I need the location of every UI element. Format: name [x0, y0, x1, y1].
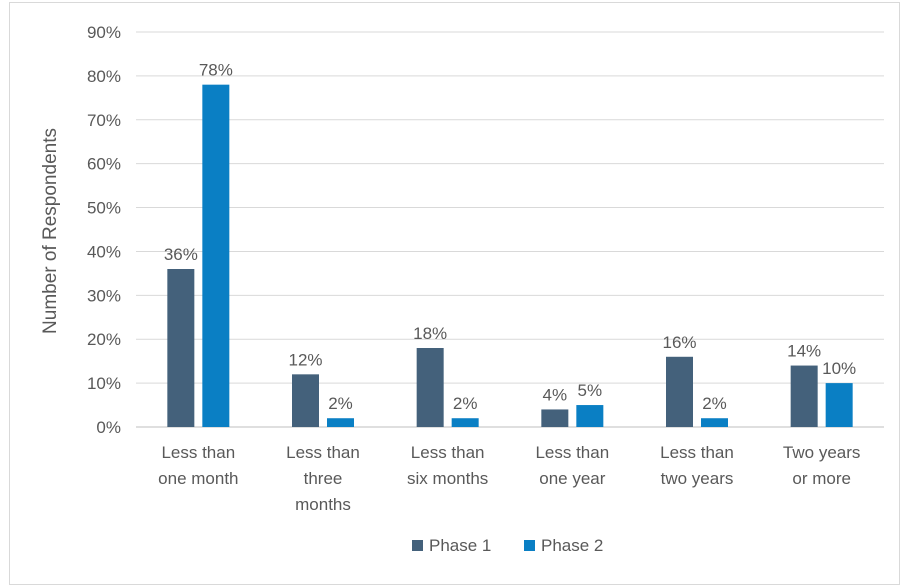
data-label: 18% [413, 324, 447, 343]
data-label: 14% [787, 342, 821, 361]
y-axis-title: Number of Respondents [40, 128, 61, 334]
y-tick-label: 20% [87, 330, 121, 349]
category-label: six months [407, 469, 488, 488]
bar-phase-2 [327, 418, 354, 427]
category-labels: Less than one month Less than three months Le… [158, 443, 860, 514]
data-label: 5% [578, 381, 603, 400]
y-tick-label: 60% [87, 155, 121, 174]
category-label: or more [792, 469, 851, 488]
chart-frame [9, 2, 900, 585]
bar-phase-2 [576, 405, 604, 427]
legend-label: Phase 1 [429, 536, 491, 555]
category-label: Two years [783, 443, 860, 462]
y-tick-label: 80% [87, 67, 121, 86]
data-label: 78% [199, 61, 233, 80]
bars [167, 84, 853, 428]
bar-phase-1 [541, 409, 569, 427]
legend-swatch [524, 540, 535, 551]
y-tick-label: 0% [96, 418, 121, 437]
bar-phase-1 [292, 374, 319, 427]
data-label: 4% [543, 385, 568, 404]
data-label: 10% [822, 359, 856, 378]
category-label: Less than [535, 443, 609, 462]
bar-phase-1 [167, 269, 195, 427]
legend: Phase 1 Phase 2 [412, 536, 603, 555]
bar-phase-2 [202, 84, 230, 428]
data-label: 2% [702, 394, 727, 413]
bar-phase-1 [666, 356, 693, 427]
category-label: Less than [161, 443, 235, 462]
y-tick-label: 50% [87, 199, 121, 218]
bar-phase-2 [825, 383, 853, 427]
y-tick-label: 90% [87, 23, 121, 42]
category-label: one year [539, 469, 605, 488]
y-tick-label: 70% [87, 111, 121, 130]
data-label: 2% [328, 394, 353, 413]
category-label: Less than [286, 443, 360, 462]
data-label: 36% [164, 245, 198, 264]
category-label: Less than [411, 443, 485, 462]
y-tick-label: 40% [87, 242, 121, 261]
y-axis-ticks: 0% 10% 20% 30% 40% 50% 60% 70% 80% 90% [87, 23, 121, 437]
category-label: one month [158, 469, 238, 488]
bar-phase-2 [451, 418, 479, 427]
y-tick-label: 30% [87, 286, 121, 305]
category-label: Less than [660, 443, 734, 462]
legend-label: Phase 2 [541, 536, 603, 555]
data-label: 16% [662, 333, 696, 352]
category-label: two years [661, 469, 734, 488]
data-label: 2% [453, 394, 478, 413]
data-labels: 36% 78% 12% 2% 18% 2% 4% 5% 16% 2% 14%10% [164, 61, 856, 414]
category-label: months [295, 495, 351, 514]
y-tick-label: 10% [87, 374, 121, 393]
legend-swatch [412, 540, 423, 551]
bar-phase-2 [701, 418, 728, 427]
bar-phase-1 [790, 365, 818, 427]
category-label: three [304, 469, 343, 488]
gridlines [136, 31, 884, 428]
bar-phase-1 [416, 348, 444, 427]
data-label: 12% [288, 350, 322, 369]
